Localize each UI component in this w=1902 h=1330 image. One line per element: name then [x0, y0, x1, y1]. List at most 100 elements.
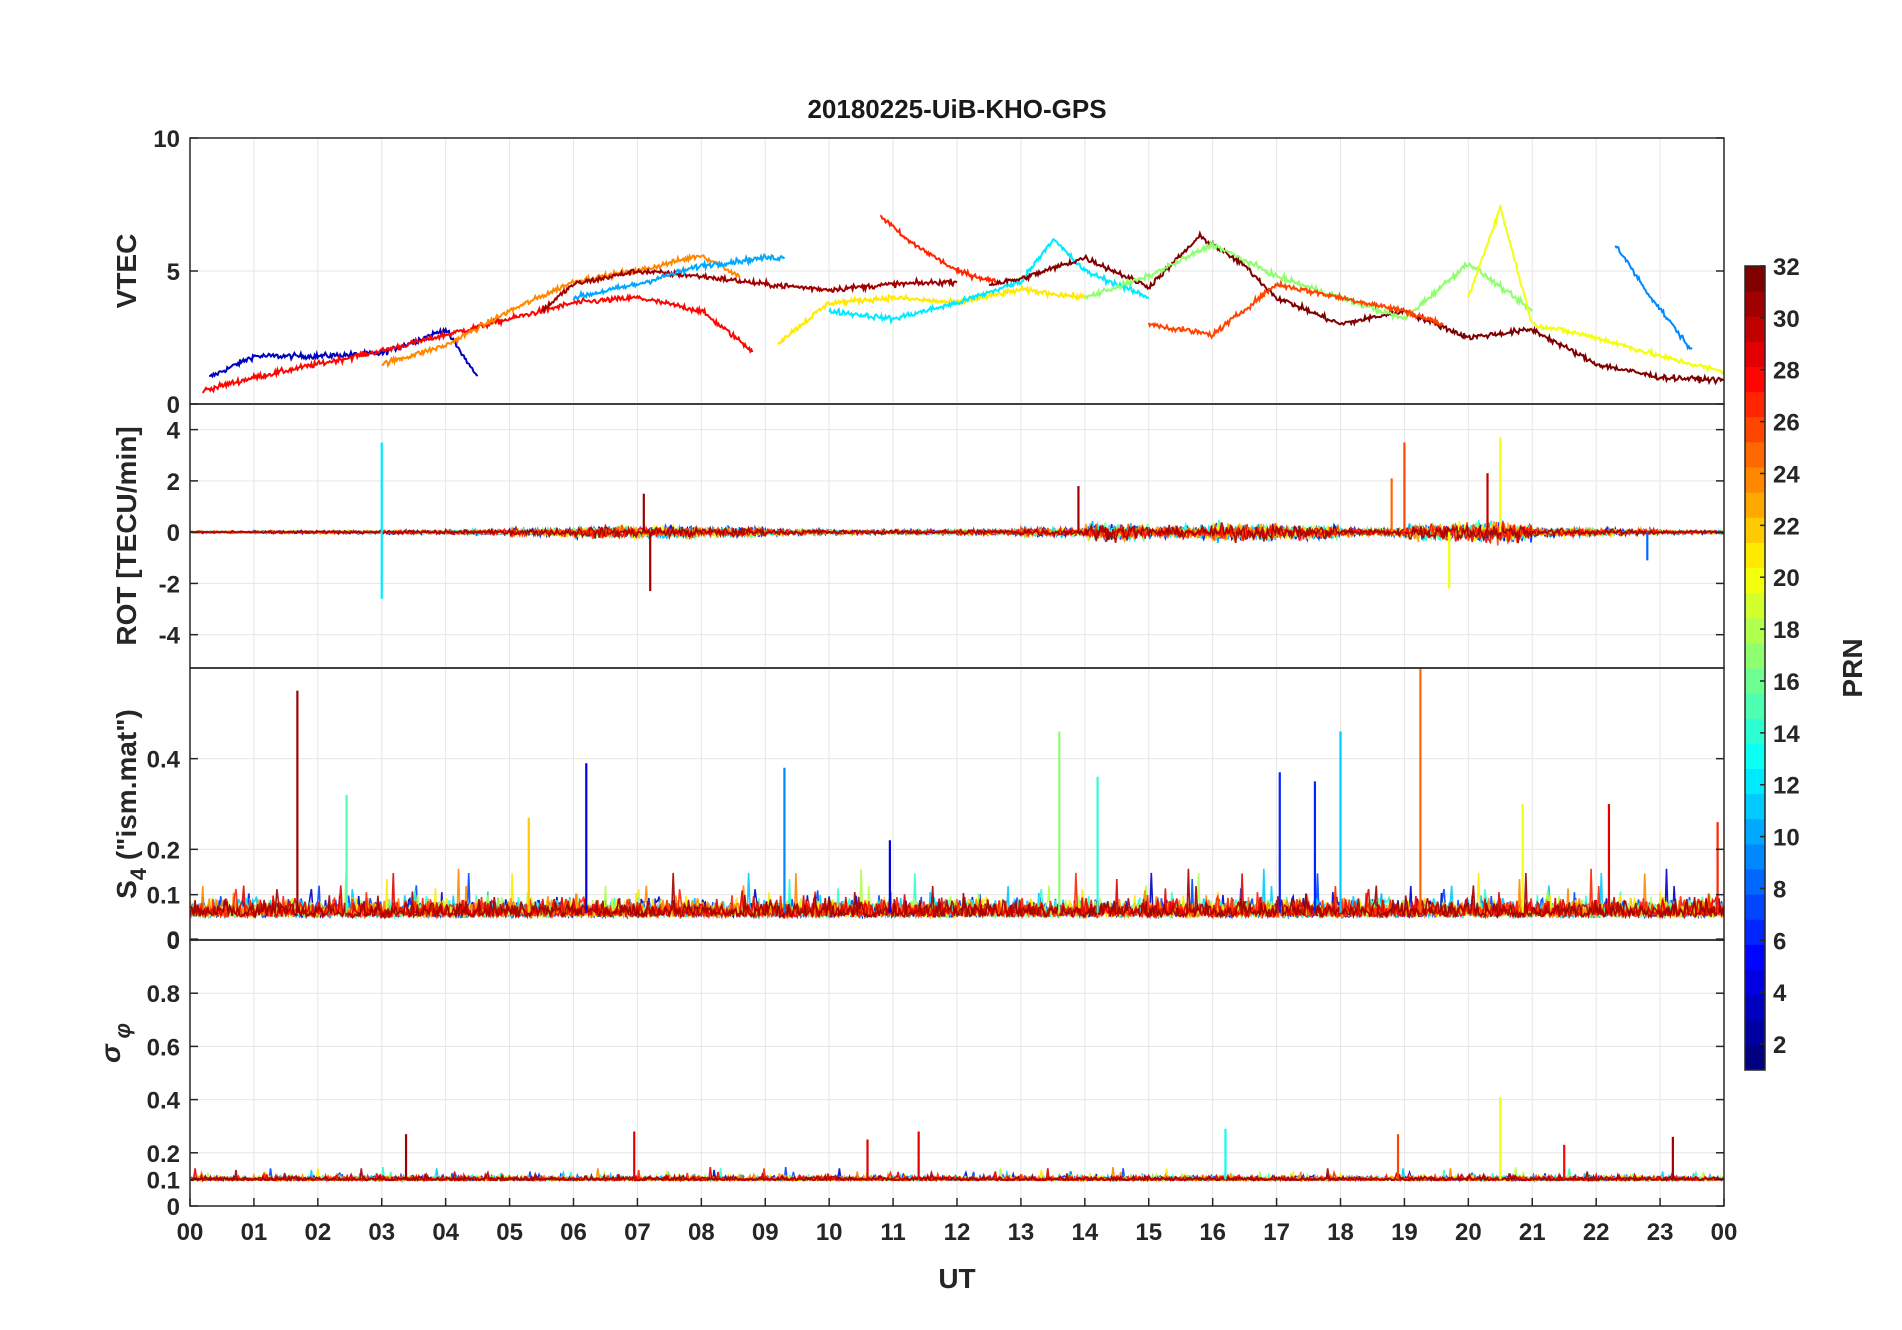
x-tick-label: 17 — [1263, 1219, 1290, 1246]
x-tick-label: 10 — [816, 1219, 843, 1246]
y-axis-label-sigma_phi: σφ — [95, 1023, 135, 1063]
colorbar-band — [1745, 894, 1765, 920]
colorbar-tick-label: 22 — [1773, 513, 1800, 540]
y-axis-label-s4: S4 ("ism.mat") — [111, 709, 151, 899]
vtec-series-prn-21 — [777, 283, 1086, 345]
panel-grid — [189, 940, 1725, 1207]
colorbar-band — [1745, 919, 1765, 945]
colorbar-tick-label: 6 — [1773, 928, 1786, 955]
colorbar-band — [1745, 366, 1765, 393]
y-tick-label: 5 — [167, 259, 180, 286]
s4-series-prn-29 — [190, 872, 1724, 920]
x-tick-label: 03 — [368, 1219, 395, 1246]
colorbar-tick-label: 26 — [1773, 410, 1800, 437]
vtec-series-prn-28 — [201, 292, 754, 394]
colorbar-band — [1745, 567, 1765, 594]
x-tick-label: 01 — [241, 1219, 268, 1246]
colorbar-band — [1745, 492, 1765, 518]
colorbar-band — [1745, 391, 1765, 418]
panel-series — [190, 1096, 1724, 1183]
colorbar-band — [1745, 517, 1765, 543]
y-tick-label: 0 — [167, 1194, 180, 1221]
sigma-label-sub: φ — [110, 1023, 135, 1038]
chart-title: 20180225-UiB-KHO-GPS — [807, 94, 1106, 124]
colorbar-band — [1745, 818, 1765, 845]
colorbar-band — [1745, 1044, 1765, 1071]
vtec-series-prn-3 — [209, 326, 479, 379]
colorbar-band — [1745, 843, 1765, 870]
x-tick-label: 07 — [624, 1219, 651, 1246]
y-tick-label: 0 — [167, 927, 180, 954]
x-tick-label: 06 — [560, 1219, 587, 1246]
y-tick-label: -4 — [159, 623, 181, 650]
colorbar-band — [1745, 441, 1765, 468]
colorbar-band — [1745, 467, 1765, 493]
rot-series-prn-31 — [190, 522, 1724, 544]
x-tick-label: 13 — [1008, 1219, 1035, 1246]
colorbar-frame — [1744, 265, 1766, 1071]
panel-sigma_phi: 00.10.2 0.4 0.6 0.8 σφ — [95, 939, 1725, 1221]
y-tick-label: 0.6 — [147, 1034, 180, 1061]
panel-series — [201, 204, 1724, 394]
colorbar-tick-label: 30 — [1773, 306, 1800, 333]
x-tick-label: 02 — [304, 1219, 331, 1246]
vtec-series-prn-17 — [1084, 239, 1533, 322]
panel-s4: 000.10.20.4S4 ("ism.mat") — [111, 667, 1725, 955]
x-tick-label: 23 — [1647, 1219, 1674, 1246]
panel-series — [190, 668, 1724, 920]
x-tick-label: 11 — [880, 1219, 905, 1246]
x-axis: 00 01 02 03 04 05 06 07 08 09 10 11 12 13 14 15 16 17 18 19… — [177, 1198, 1738, 1246]
colorbar-band — [1745, 994, 1765, 1021]
x-tick-label: 21 — [1519, 1219, 1546, 1246]
x-tick-label: 08 — [688, 1219, 715, 1246]
y-tick-label: 0.2 — [147, 1141, 180, 1168]
y-tick-label: 0.1 — [147, 883, 180, 910]
y-tick-label: 0.4 — [147, 1088, 181, 1115]
x-tick-label: 22 — [1583, 1219, 1610, 1246]
x-tick-label: 19 — [1391, 1219, 1418, 1246]
y-tick-label: 0.1 — [147, 1167, 180, 1194]
colorbar-band — [1745, 668, 1765, 694]
vtec-series-prn-20 — [1467, 204, 1724, 376]
colorbar-band — [1745, 718, 1765, 744]
y-tick-label: 0 — [167, 392, 180, 419]
vtec-series-prn-26 — [1147, 279, 1444, 340]
colorbar-band — [1745, 793, 1765, 820]
colorbar-label: PRN — [1837, 638, 1868, 697]
x-tick-label: 14 — [1071, 1219, 1098, 1246]
colorbar-band — [1745, 693, 1765, 719]
x-tick-label: 00 — [177, 1219, 204, 1246]
x-tick-label: 20 — [1455, 1219, 1482, 1246]
y-axis-label-vtec: VTEC — [111, 234, 142, 309]
y-tick-label: 0.4 — [147, 747, 181, 774]
x-tick-label: 16 — [1199, 1219, 1226, 1246]
colorbar-band — [1745, 768, 1765, 795]
y-tick-label: 4 — [167, 418, 181, 445]
x-tick-label: 05 — [496, 1219, 523, 1246]
colorbar-band — [1745, 341, 1765, 367]
colorbar-tick-label: 14 — [1773, 721, 1800, 748]
colorbar-tick-label: 4 — [1773, 980, 1787, 1007]
x-tick-label: 18 — [1327, 1219, 1354, 1246]
y-tick-label: -2 — [159, 571, 180, 598]
vtec-series-prn-31 — [541, 267, 958, 315]
vtec-series-prn-32 — [988, 230, 1724, 386]
colorbar-tick-label: 20 — [1773, 565, 1800, 592]
x-tick-label: 00 — [1711, 1219, 1738, 1246]
colorbar-band — [1745, 416, 1765, 443]
colorbar-band — [1745, 291, 1765, 317]
x-tick-label: 09 — [752, 1219, 779, 1246]
vtec-series-prn-27 — [879, 214, 997, 284]
s4-series-prn-31 — [190, 868, 1724, 920]
x-axis-label: UT — [938, 1263, 975, 1294]
y-tick-label: 2 — [167, 469, 180, 496]
panel-vtec: 0 5 10 VTEC — [111, 126, 1725, 419]
sigma-label-main: σ — [95, 1043, 126, 1063]
colorbar-tick-label: 12 — [1773, 773, 1800, 800]
colorbar-band — [1745, 944, 1765, 970]
s4-label-sub: 4 — [126, 867, 151, 880]
colorbar-tick-label: 24 — [1773, 461, 1800, 488]
y-tick-label: 0 — [167, 520, 180, 547]
colorbar-band — [1745, 1019, 1765, 1046]
